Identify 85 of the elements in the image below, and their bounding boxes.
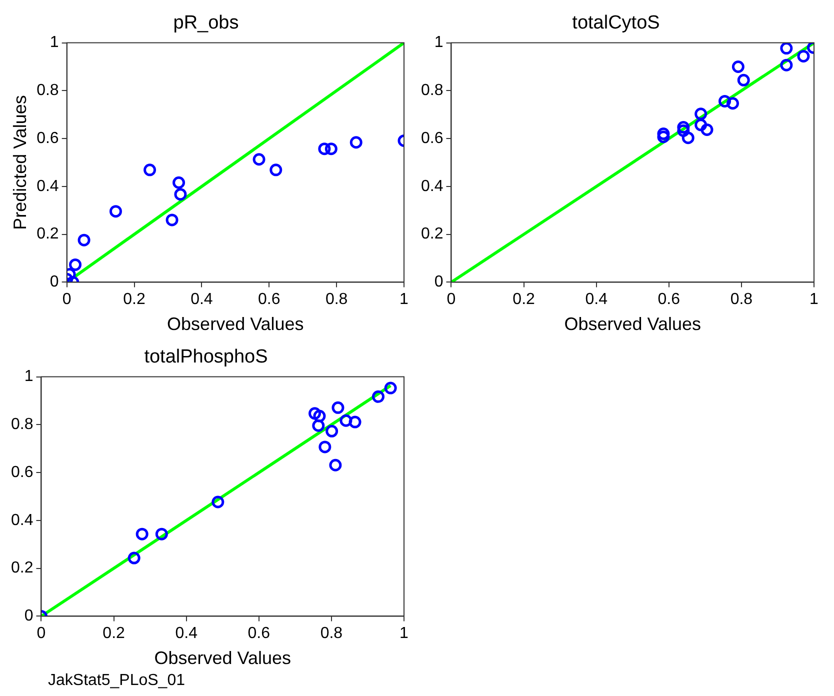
point: [326, 424, 338, 438]
point: [780, 58, 793, 72]
point: [313, 410, 326, 422]
point: [109, 205, 122, 218]
point: [677, 121, 690, 134]
x-axis-title: Observed Values: [564, 314, 701, 334]
x-tick-label: 0.4: [175, 625, 198, 642]
point: [128, 552, 140, 564]
point: [69, 258, 82, 271]
x-tick-label: 0: [446, 291, 456, 308]
point: [144, 164, 156, 176]
x-tick-label: 0.2: [512, 291, 536, 308]
point: [700, 123, 714, 136]
x-tick-label: 0.8: [325, 291, 348, 308]
x-tick-label: 0.4: [190, 291, 213, 308]
y-tick-label: 0: [50, 274, 59, 291]
y-tick-label: 1: [50, 34, 59, 52]
point: [324, 142, 338, 156]
chart-title: totalCytoS: [572, 12, 660, 34]
point: [682, 132, 694, 144]
text: JakStat5_PLoS_01: [47, 672, 186, 690]
point: [780, 42, 793, 55]
x-axis-title: Observed Values: [167, 314, 304, 334]
point: [166, 214, 178, 226]
y-tick-label: 0: [434, 274, 444, 291]
point: [318, 142, 331, 156]
y-tick-label: 0.8: [420, 82, 444, 100]
x-tick-label: 0.4: [585, 291, 608, 308]
point: [212, 496, 224, 508]
point: [726, 97, 739, 110]
x-tick-label: 0.2: [123, 291, 146, 308]
x-tick-label: 1: [810, 291, 819, 308]
point: [136, 528, 148, 540]
y-tick-label: 0.6: [420, 130, 444, 147]
point: [270, 164, 282, 176]
point: [329, 458, 342, 472]
point: [694, 108, 708, 120]
point: [318, 440, 332, 454]
point: [718, 94, 732, 108]
y-tick-label: 1: [434, 34, 444, 52]
point: [252, 153, 266, 166]
chart-title: pR_obs: [173, 12, 239, 34]
y-tick-label: 0.2: [420, 226, 444, 243]
y-tick-label: 0.4: [10, 512, 34, 529]
y-tick-label: 0.2: [10, 560, 34, 577]
x-tick-label: 0.8: [320, 625, 343, 642]
point: [172, 176, 186, 189]
y-axis-title: Predicted Values: [10, 95, 30, 230]
y-tick-label: 0.4: [420, 178, 444, 195]
point: [372, 390, 384, 403]
x-tick-label: 0.8: [730, 291, 753, 308]
y-tick-label: 0.6: [36, 130, 59, 147]
point: [350, 136, 362, 149]
point: [797, 50, 810, 62]
point: [312, 419, 325, 432]
x-tick-label: 0.6: [248, 625, 270, 642]
x-tick-label: 1: [400, 291, 409, 308]
point: [657, 128, 670, 140]
y-tick-label: 0: [24, 608, 34, 625]
point: [155, 528, 168, 540]
x-tick-label: 1: [400, 625, 409, 642]
point: [657, 130, 670, 144]
x-tick-label: 0.2: [102, 625, 126, 642]
x-tick-label: 0.6: [258, 291, 280, 308]
point: [332, 401, 344, 414]
x-tick-label: 0: [62, 291, 72, 308]
point: [694, 118, 708, 132]
x-axis-title: Observed Values: [154, 648, 291, 668]
chart-title: totalPhosphoS: [144, 346, 268, 368]
point: [308, 407, 322, 420]
point: [174, 188, 187, 201]
y-tick-label: 0.4: [36, 178, 59, 195]
point: [340, 414, 352, 427]
point: [384, 382, 397, 394]
y-tick-label: 0.8: [36, 82, 59, 100]
point: [677, 124, 690, 137]
x-tick-label: 0.6: [658, 291, 680, 308]
y-tick-label: 1: [24, 368, 34, 386]
y-tick-label: 0.8: [10, 416, 34, 434]
point: [78, 234, 90, 246]
y-tick-label: 0.2: [36, 226, 59, 243]
point: [737, 74, 750, 86]
point: [732, 60, 744, 73]
y-tick-label: 0.6: [10, 464, 34, 481]
point: [348, 416, 362, 428]
